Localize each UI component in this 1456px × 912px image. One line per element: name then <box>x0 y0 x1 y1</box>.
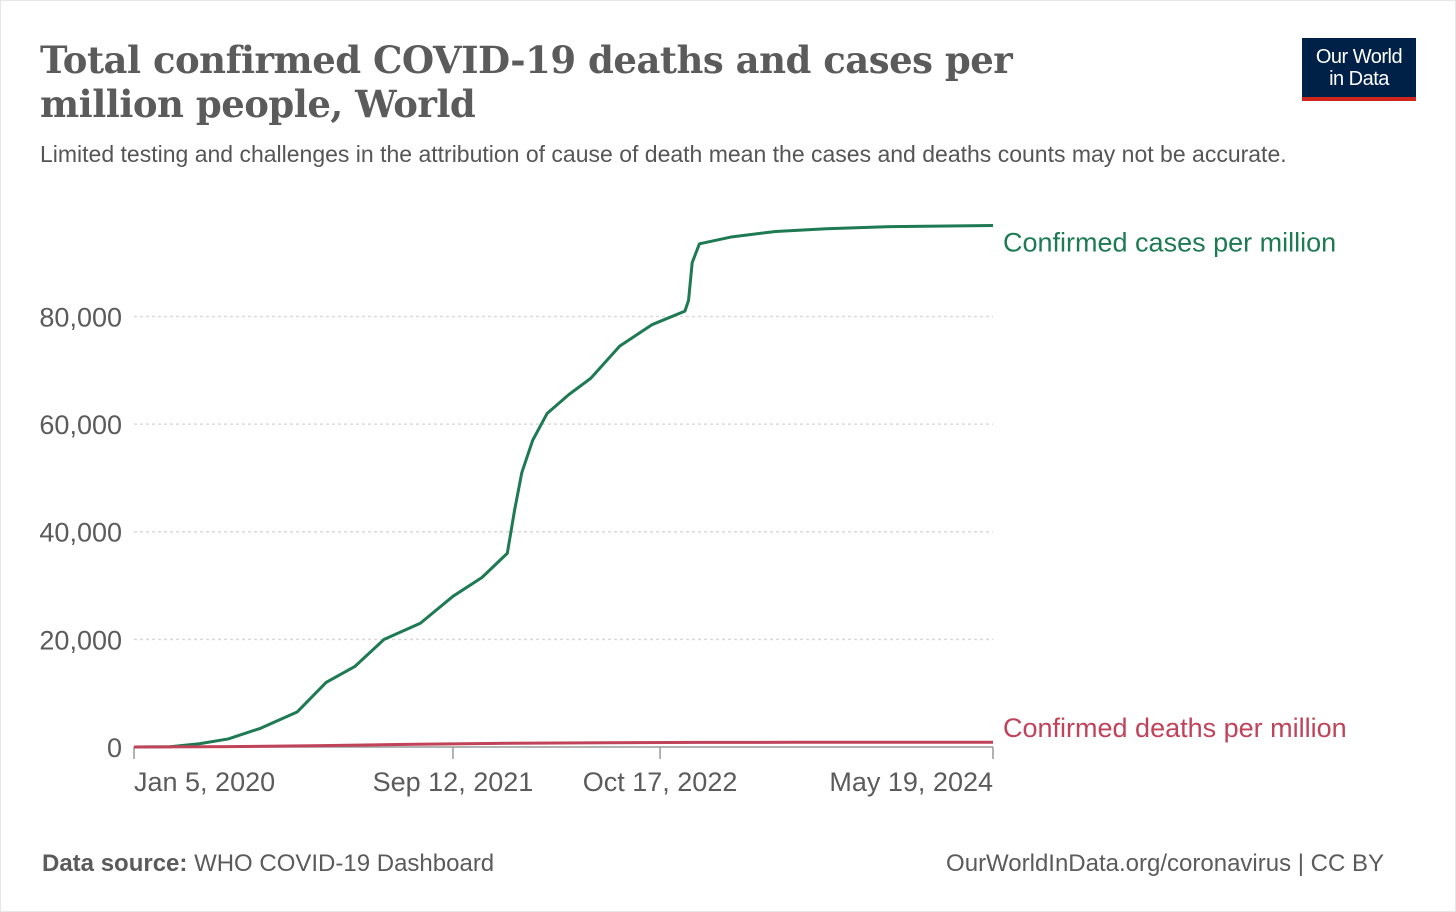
owid-logo[interactable]: Our World in Data <box>1302 38 1416 101</box>
data-source-value: WHO COVID-19 Dashboard <box>194 850 495 877</box>
logo-line-2: in Data <box>1329 68 1389 90</box>
x-tick-label: Jan 5, 2020 <box>134 767 275 797</box>
y-tick-label: 40,000 <box>39 518 122 548</box>
series-lines <box>133 224 994 749</box>
chart-title: Total confirmed COVID-19 deaths and case… <box>40 38 1013 126</box>
data-source: Data source: WHO COVID-19 Dashboard <box>42 850 494 878</box>
y-tick-label: 60,000 <box>39 410 122 440</box>
footer-link[interactable]: OurWorldInData.org/coronavirus | CC BY <box>946 850 1384 877</box>
y-axis-ticks: 0 20,000 40,000 60,000 80,000 <box>39 302 122 763</box>
x-axis-ticks: Jan 5, 2020 Sep 12, 2021 Oct 17, 2022 May 1… <box>133 747 994 797</box>
x-tick-label: May 19, 2024 <box>829 767 993 797</box>
x-tick-label: Oct 17, 2022 <box>583 767 738 797</box>
line-chart: 0 20,000 40,000 60,000 80,000 Jan 5, 2020 Sep… <box>39 224 1347 797</box>
y-tick-label: 80,000 <box>39 302 122 332</box>
y-tick-label: 20,000 <box>39 625 122 655</box>
series-labels: Confirmed cases per million Confirmed dea… <box>1003 228 1347 744</box>
logo-line-1: Our World <box>1315 46 1403 68</box>
gridlines <box>134 315 993 641</box>
y-tick-label: 0 <box>107 733 122 763</box>
series-label: Confirmed cases per million <box>1003 228 1336 258</box>
chart-subtitle: Limited testing and challenges in the at… <box>40 141 1287 167</box>
series-label: Confirmed deaths per million <box>1003 713 1347 743</box>
series-line <box>133 224 994 749</box>
x-tick-label: Sep 12, 2021 <box>373 767 534 797</box>
series-line <box>133 740 994 749</box>
data-source-label: Data source: <box>42 850 188 877</box>
